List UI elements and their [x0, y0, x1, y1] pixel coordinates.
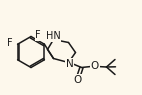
- Text: F: F: [36, 30, 41, 40]
- Text: F: F: [7, 38, 13, 48]
- Text: O: O: [91, 61, 99, 71]
- Text: HN: HN: [46, 31, 60, 41]
- Text: N: N: [66, 59, 74, 69]
- Text: O: O: [73, 75, 82, 85]
